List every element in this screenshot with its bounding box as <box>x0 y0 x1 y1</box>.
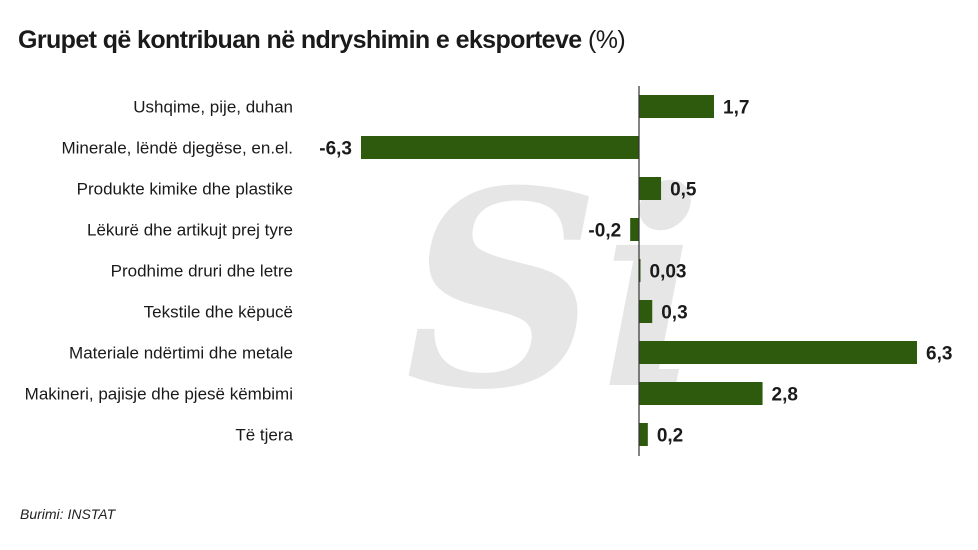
value-label-3: 0,5 <box>670 180 697 201</box>
value-label-4: -0,2 <box>588 221 621 242</box>
bar-7 <box>639 341 917 364</box>
category-label-5: Prodhime druri dhe letre <box>111 262 293 281</box>
bar-5 <box>639 259 641 282</box>
category-label-4: Lëkurë dhe artikujt prej tyre <box>87 221 293 240</box>
bars-group <box>361 95 917 446</box>
category-label-6: Tekstile dhe këpucë <box>144 303 293 322</box>
bar-6 <box>639 300 653 323</box>
chart-title-main: Grupet që kontribuan në ndryshimin e eks… <box>18 26 582 54</box>
bar-9 <box>639 423 648 446</box>
labels-group: Ushqime, pije, duhan 1,7 Minerale, lëndë d… <box>25 98 953 447</box>
category-label-2: Minerale, lëndë djegëse, en.el. <box>61 139 293 158</box>
category-label-3: Produkte kimike dhe plastike <box>77 180 293 199</box>
bar-3 <box>639 177 662 200</box>
category-label-9: Të tjera <box>235 426 293 445</box>
value-label-1: 1,7 <box>723 98 749 119</box>
source-note: Burimi: INSTAT <box>20 506 116 522</box>
value-label-2: -6,3 <box>319 139 352 160</box>
category-label-1: Ushqime, pije, duhan <box>133 98 293 117</box>
bar-2 <box>361 136 639 159</box>
value-label-7: 6,3 <box>926 344 952 365</box>
value-label-9: 0,2 <box>657 426 683 447</box>
value-label-6: 0,3 <box>661 303 687 324</box>
category-label-7: Materiale ndërtimi dhe metale <box>69 344 293 363</box>
category-label-8: Makineri, pajisje dhe pjesë këmbimi <box>25 385 293 404</box>
bar-4 <box>630 218 639 241</box>
chart-title-unit: (%) <box>587 26 626 54</box>
value-label-5: 0,03 <box>650 262 687 283</box>
bar-8 <box>639 382 763 405</box>
bar-1 <box>639 95 715 118</box>
value-label-8: 2,8 <box>772 385 798 406</box>
chart-title: Grupet që kontribuan në ndryshimin e eks… <box>18 26 626 55</box>
